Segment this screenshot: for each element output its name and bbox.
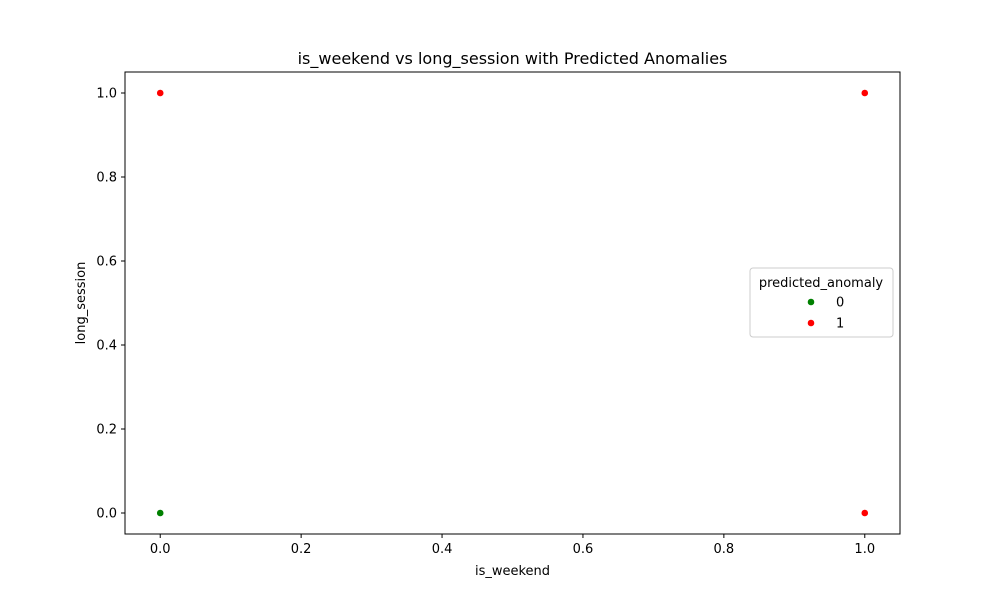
legend-label: 0 — [836, 296, 844, 311]
y-axis-label: long_session — [74, 262, 89, 345]
y-tick-label: 0.0 — [96, 507, 117, 522]
legend-box — [749, 267, 894, 338]
data-point-series-1 — [860, 89, 869, 97]
legend: predicted_anomaly 01 — [749, 267, 894, 338]
x-tick-label: 0.0 — [150, 542, 171, 557]
data-points — [156, 89, 869, 517]
chart-title: is_weekend vs long_session with Predicte… — [298, 49, 728, 69]
legend-marker — [807, 298, 815, 306]
x-axis-label: is_weekend — [475, 564, 550, 579]
y-tick-label: 0.4 — [96, 339, 117, 354]
data-point-series-1 — [860, 509, 869, 517]
data-point-series-0 — [156, 509, 165, 517]
legend-label: 1 — [836, 317, 844, 332]
y-axis: 0.0 0.2 0.4 0.6 0.8 1.0 — [96, 87, 125, 522]
x-tick-label: 1.0 — [854, 542, 875, 557]
y-tick-label: 0.6 — [96, 255, 117, 270]
y-tick-label: 0.8 — [96, 171, 117, 186]
x-tick-label: 0.8 — [714, 542, 735, 557]
data-point-series-1 — [156, 89, 165, 97]
plot-area — [124, 71, 901, 535]
legend-entries: 01 — [807, 296, 844, 332]
x-tick-label: 0.4 — [432, 542, 453, 557]
y-tick-label: 0.2 — [96, 423, 117, 438]
x-tick-label: 0.6 — [573, 542, 594, 557]
y-tick-label: 1.0 — [96, 87, 117, 102]
x-tick-label: 0.2 — [291, 542, 312, 557]
legend-marker — [807, 319, 815, 327]
legend-title: predicted_anomaly — [759, 276, 884, 291]
x-axis: 0.0 0.2 0.4 0.6 0.8 1.0 — [150, 534, 875, 557]
